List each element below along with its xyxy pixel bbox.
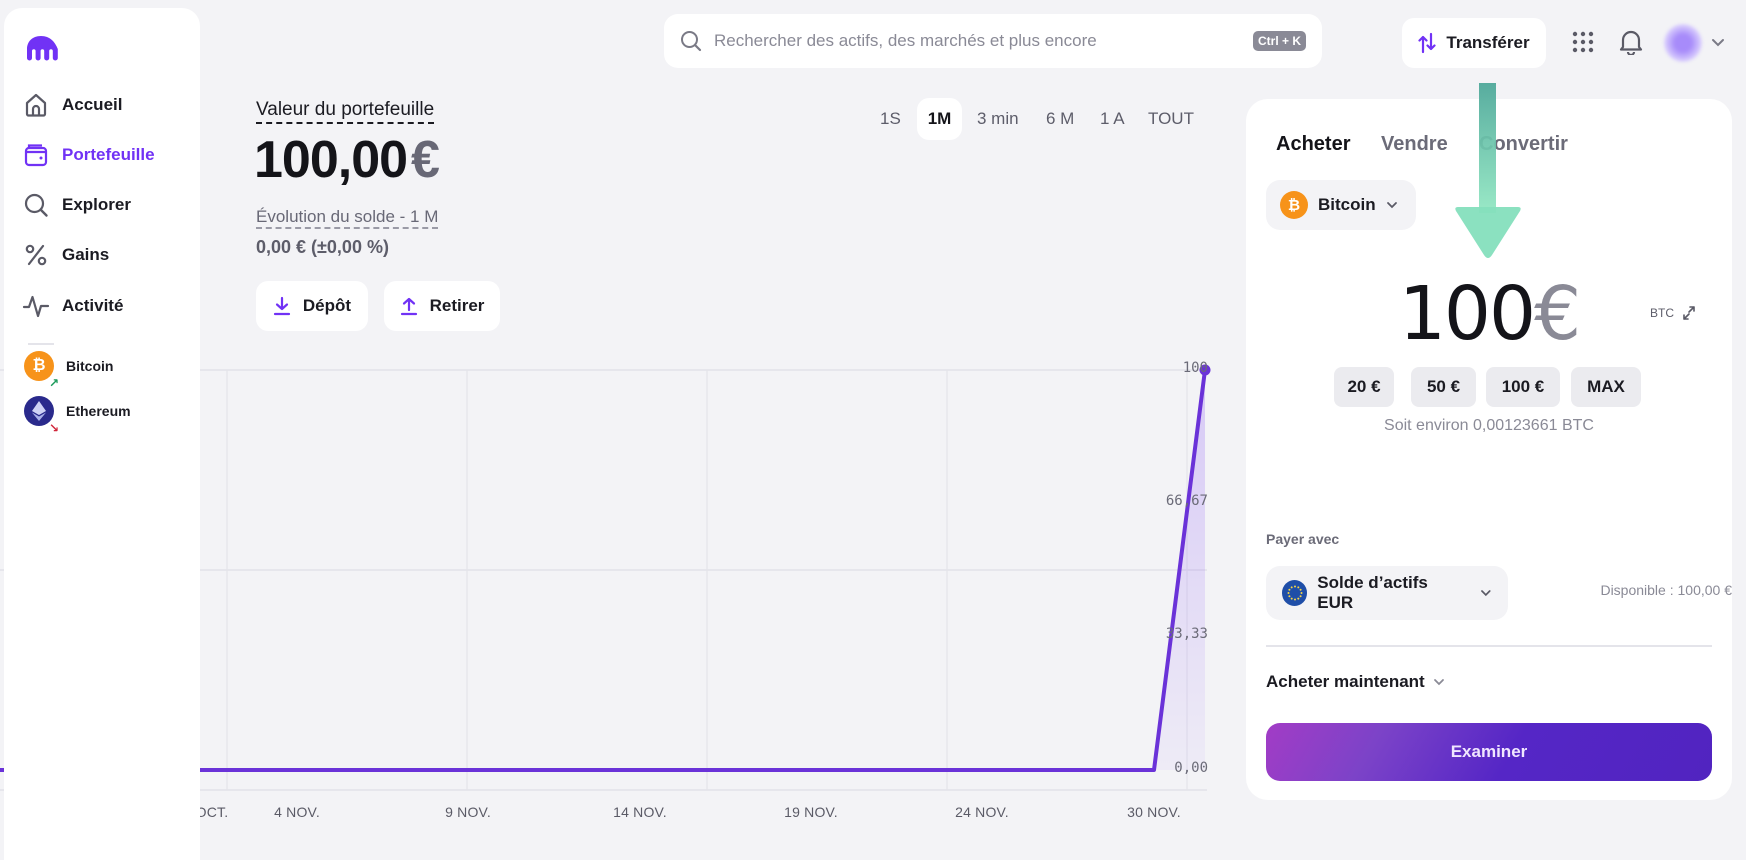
range-tout[interactable]: TOUT <box>1148 109 1194 128</box>
eu-flag-icon <box>1282 580 1308 606</box>
review-button[interactable]: Examiner <box>1266 723 1712 781</box>
portfolio-value: 100,00€ <box>254 130 440 190</box>
range-1a[interactable]: 1 A <box>1100 109 1125 128</box>
tab-acheter[interactable]: Acheter <box>1276 133 1351 155</box>
upload-icon <box>400 297 417 316</box>
sidebar-asset-ethereum[interactable]: ↘ Ethereum <box>24 396 131 434</box>
apps-grid-icon[interactable] <box>1569 28 1597 56</box>
x-tick-label: 14 NOV. <box>613 804 667 820</box>
sidebar-item-label: Portefeuille <box>62 145 155 164</box>
x-tick-label: 19 NOV. <box>784 804 838 820</box>
portfolio-value-label[interactable]: Valeur du portefeuille <box>256 99 435 124</box>
transfer-label: Transférer <box>1446 33 1530 52</box>
y-tick-label: 100 <box>1182 360 1208 376</box>
balance-change-value: 0,00 € (±0,00 %) <box>256 237 389 257</box>
asset-label: Bitcoin <box>66 358 114 374</box>
percent-icon <box>25 244 47 266</box>
panel-divider <box>1266 645 1712 647</box>
amount-currency: € <box>1534 271 1581 357</box>
sidebar-item-accueil[interactable]: Accueil <box>22 85 122 125</box>
withdraw-label: Retirer <box>429 296 485 315</box>
activity-icon <box>22 295 50 318</box>
asset-selector-label: Bitcoin <box>1318 195 1376 214</box>
search-icon <box>681 31 702 52</box>
preset-100-button[interactable]: 100 € <box>1486 367 1560 407</box>
chevron-down-icon <box>1386 202 1397 209</box>
asset-selector[interactable]: ₿ Bitcoin <box>1266 180 1416 230</box>
available-balance: Disponible : 100,00 € <box>1600 582 1732 598</box>
withdraw-button[interactable]: Retirer <box>384 281 500 331</box>
chevron-down-icon <box>1433 679 1444 686</box>
swap-arrows-icon <box>1683 306 1695 320</box>
asset-label: Ethereum <box>66 403 131 419</box>
pay-with-label: Payer avec <box>1266 531 1340 547</box>
range-6m[interactable]: 6 M <box>1046 109 1075 128</box>
y-tick-label: 66,67 <box>1165 493 1208 509</box>
wallet-icon <box>24 144 48 167</box>
transfer-button[interactable]: Transférer <box>1402 18 1546 68</box>
portfolio-chart[interactable]: 100 66,67 33,33 0,00 OCT. 4 NOV. 9 NOV. … <box>0 360 1215 840</box>
order-type-label: Acheter maintenant <box>1266 672 1425 691</box>
unit-toggle-button[interactable]: BTC <box>1650 305 1696 321</box>
sidebar-asset-bitcoin[interactable]: ₿ ↗ Bitcoin <box>24 351 114 389</box>
x-tick-label: 24 NOV. <box>955 804 1009 820</box>
bitcoin-icon: ₿ <box>1280 191 1308 219</box>
search-bar[interactable]: Ctrl + K <box>664 14 1322 68</box>
x-tick-label: 9 NOV. <box>445 804 491 820</box>
sidebar-item-label: Accueil <box>62 95 123 114</box>
trend-down-icon: ↘ <box>47 421 60 435</box>
amount-value: 100 <box>1398 271 1536 357</box>
ethereum-icon <box>24 396 54 426</box>
deposit-label: Dépôt <box>302 296 352 315</box>
y-tick-label: 0,00 <box>1174 760 1208 776</box>
bell-icon[interactable] <box>1617 28 1645 56</box>
preset-50-button[interactable]: 50 € <box>1411 367 1476 407</box>
sidebar-item-explorer[interactable]: Explorer <box>22 185 131 225</box>
y-tick-label: 33,33 <box>1165 626 1208 642</box>
sidebar: Accueil Portefeuille Explorer Gains Acti… <box>4 8 200 860</box>
chevron-down-icon[interactable] <box>1706 28 1730 56</box>
portfolio-value-currency: € <box>411 131 440 189</box>
chevron-down-icon <box>1481 590 1491 597</box>
sidebar-divider <box>28 343 54 345</box>
bitcoin-icon: ₿ <box>24 351 54 381</box>
btc-approx-text: Soit environ 0,00123661 BTC <box>1384 417 1594 434</box>
download-icon <box>273 296 291 316</box>
sidebar-item-gains[interactable]: Gains <box>22 235 109 275</box>
pay-with-selector[interactable]: Solde d’actifs EUR <box>1266 566 1508 620</box>
trend-up-icon: ↗ <box>47 376 60 390</box>
sidebar-item-portefeuille[interactable]: Portefeuille <box>22 135 155 175</box>
preset-20-button[interactable]: 20 € <box>1334 367 1394 407</box>
x-tick-label: 4 NOV. <box>274 804 320 820</box>
preset-max-button[interactable]: MAX <box>1571 367 1641 407</box>
balance-change-label[interactable]: Évolution du solde - 1 M <box>256 207 439 229</box>
transfer-arrows-icon <box>1418 32 1437 54</box>
range-3min[interactable]: 3 min <box>977 109 1019 128</box>
range-1s[interactable]: 1S <box>880 109 901 128</box>
keyboard-shortcut-badge: Ctrl + K <box>1252 31 1306 51</box>
pay-with-value: Solde d’actifs EUR <box>1317 573 1428 612</box>
x-tick-label: 30 NOV. <box>1127 804 1181 820</box>
trade-panel: Acheter Vendre Convertir ₿ Bitcoin 100€ … <box>1246 99 1732 800</box>
portfolio-value-amount: 100,00 <box>254 131 408 189</box>
tab-vendre[interactable]: Vendre <box>1381 133 1448 155</box>
amount-input[interactable]: 100€ <box>1246 271 1732 357</box>
unit-toggle-label: BTC <box>1650 306 1674 320</box>
tab-convertir[interactable]: Convertir <box>1479 133 1568 155</box>
sidebar-item-label: Gains <box>62 245 110 264</box>
sidebar-item-label: Activité <box>62 296 124 315</box>
search-icon <box>24 193 48 217</box>
deposit-button[interactable]: Dépôt <box>256 281 368 331</box>
sidebar-item-label: Explorer <box>62 195 131 214</box>
search-input[interactable] <box>714 31 1241 51</box>
sidebar-item-activite[interactable]: Activité <box>22 286 123 326</box>
home-icon <box>25 93 47 117</box>
range-1m[interactable]: 1M <box>917 98 962 140</box>
avatar[interactable] <box>1664 24 1702 62</box>
order-type-selector[interactable]: Acheter maintenant <box>1266 672 1445 692</box>
kraken-logo-icon[interactable] <box>24 34 58 62</box>
x-tick-label: OCT. <box>195 804 229 820</box>
chart-plot <box>0 364 1211 791</box>
